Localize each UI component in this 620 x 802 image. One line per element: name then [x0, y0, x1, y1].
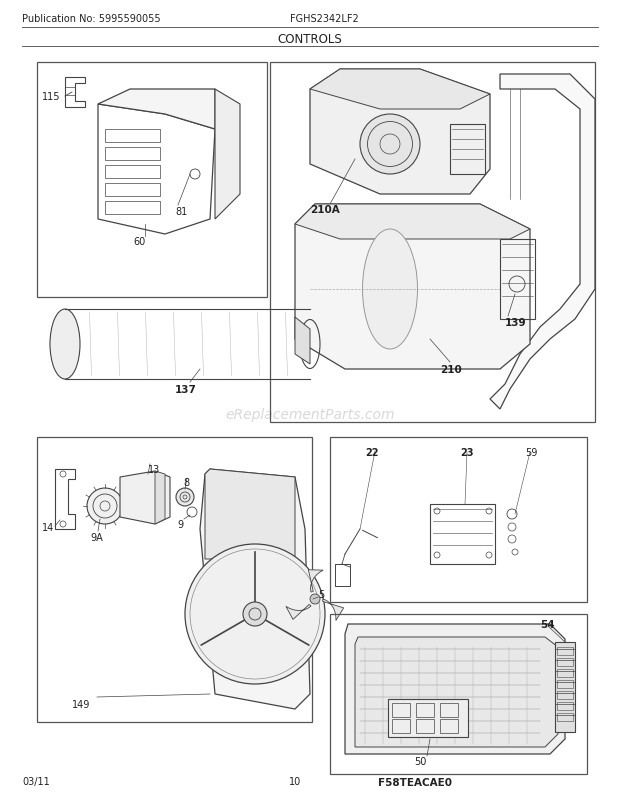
Polygon shape: [205, 469, 295, 559]
Text: 8: 8: [183, 477, 189, 488]
Text: 149: 149: [72, 699, 91, 709]
Polygon shape: [200, 469, 310, 709]
Polygon shape: [98, 90, 215, 130]
Bar: [500, 240, 535, 320]
Circle shape: [87, 488, 123, 525]
Bar: [270, 63, 595, 423]
Polygon shape: [120, 472, 170, 525]
Text: FGHS2342LF2: FGHS2342LF2: [290, 14, 359, 24]
Polygon shape: [295, 205, 530, 370]
Bar: [557, 680, 573, 688]
Text: 115: 115: [42, 92, 61, 102]
Bar: [557, 669, 573, 677]
Text: 9: 9: [177, 520, 183, 529]
Polygon shape: [355, 638, 558, 747]
Ellipse shape: [360, 115, 420, 175]
Circle shape: [185, 545, 325, 684]
Text: 22: 22: [365, 448, 378, 457]
Bar: [330, 614, 587, 774]
Polygon shape: [345, 624, 565, 754]
Text: 23: 23: [460, 448, 474, 457]
Bar: [416, 719, 434, 733]
Polygon shape: [322, 599, 343, 621]
Text: 10: 10: [289, 776, 301, 786]
Bar: [392, 719, 410, 733]
Circle shape: [310, 594, 320, 604]
Ellipse shape: [176, 488, 194, 506]
Text: 139: 139: [505, 318, 526, 327]
Bar: [557, 691, 573, 699]
Bar: [392, 703, 410, 717]
Bar: [330, 437, 587, 602]
Text: F58TEACAE0: F58TEACAE0: [378, 777, 452, 787]
Bar: [557, 658, 573, 666]
Text: 03/11: 03/11: [22, 776, 50, 786]
Text: 59: 59: [525, 448, 538, 457]
Text: 50: 50: [414, 756, 426, 766]
Text: 54: 54: [540, 619, 555, 630]
Text: 9A: 9A: [90, 533, 103, 542]
Circle shape: [243, 602, 267, 626]
Text: eReplacementParts.com: eReplacementParts.com: [225, 407, 395, 422]
Text: 5: 5: [318, 589, 324, 599]
Bar: [416, 703, 434, 717]
Bar: [335, 565, 350, 586]
Text: 13: 13: [148, 464, 160, 475]
Polygon shape: [295, 318, 310, 365]
Bar: [557, 713, 573, 721]
Ellipse shape: [363, 229, 417, 350]
Bar: [388, 699, 468, 737]
Text: 210: 210: [440, 365, 462, 375]
Polygon shape: [295, 205, 530, 240]
Bar: [450, 125, 485, 175]
Bar: [440, 703, 458, 717]
Text: CONTROLS: CONTROLS: [278, 33, 342, 46]
Polygon shape: [490, 75, 595, 410]
Text: 137: 137: [175, 384, 197, 395]
Text: 81: 81: [175, 207, 187, 217]
Polygon shape: [155, 472, 165, 525]
Text: 60: 60: [133, 237, 145, 247]
Text: Publication No: 5995590055: Publication No: 5995590055: [22, 14, 161, 24]
Polygon shape: [308, 570, 323, 593]
Text: 210A: 210A: [310, 205, 340, 215]
Bar: [557, 702, 573, 710]
Bar: [430, 504, 495, 565]
Polygon shape: [286, 605, 311, 620]
Bar: [37, 437, 312, 722]
Ellipse shape: [50, 310, 80, 379]
Text: 14: 14: [42, 522, 55, 533]
Bar: [557, 647, 573, 655]
Polygon shape: [310, 70, 490, 195]
Bar: [37, 63, 267, 298]
Bar: [555, 642, 575, 732]
Bar: [440, 719, 458, 733]
Polygon shape: [215, 90, 240, 220]
Polygon shape: [310, 70, 490, 110]
